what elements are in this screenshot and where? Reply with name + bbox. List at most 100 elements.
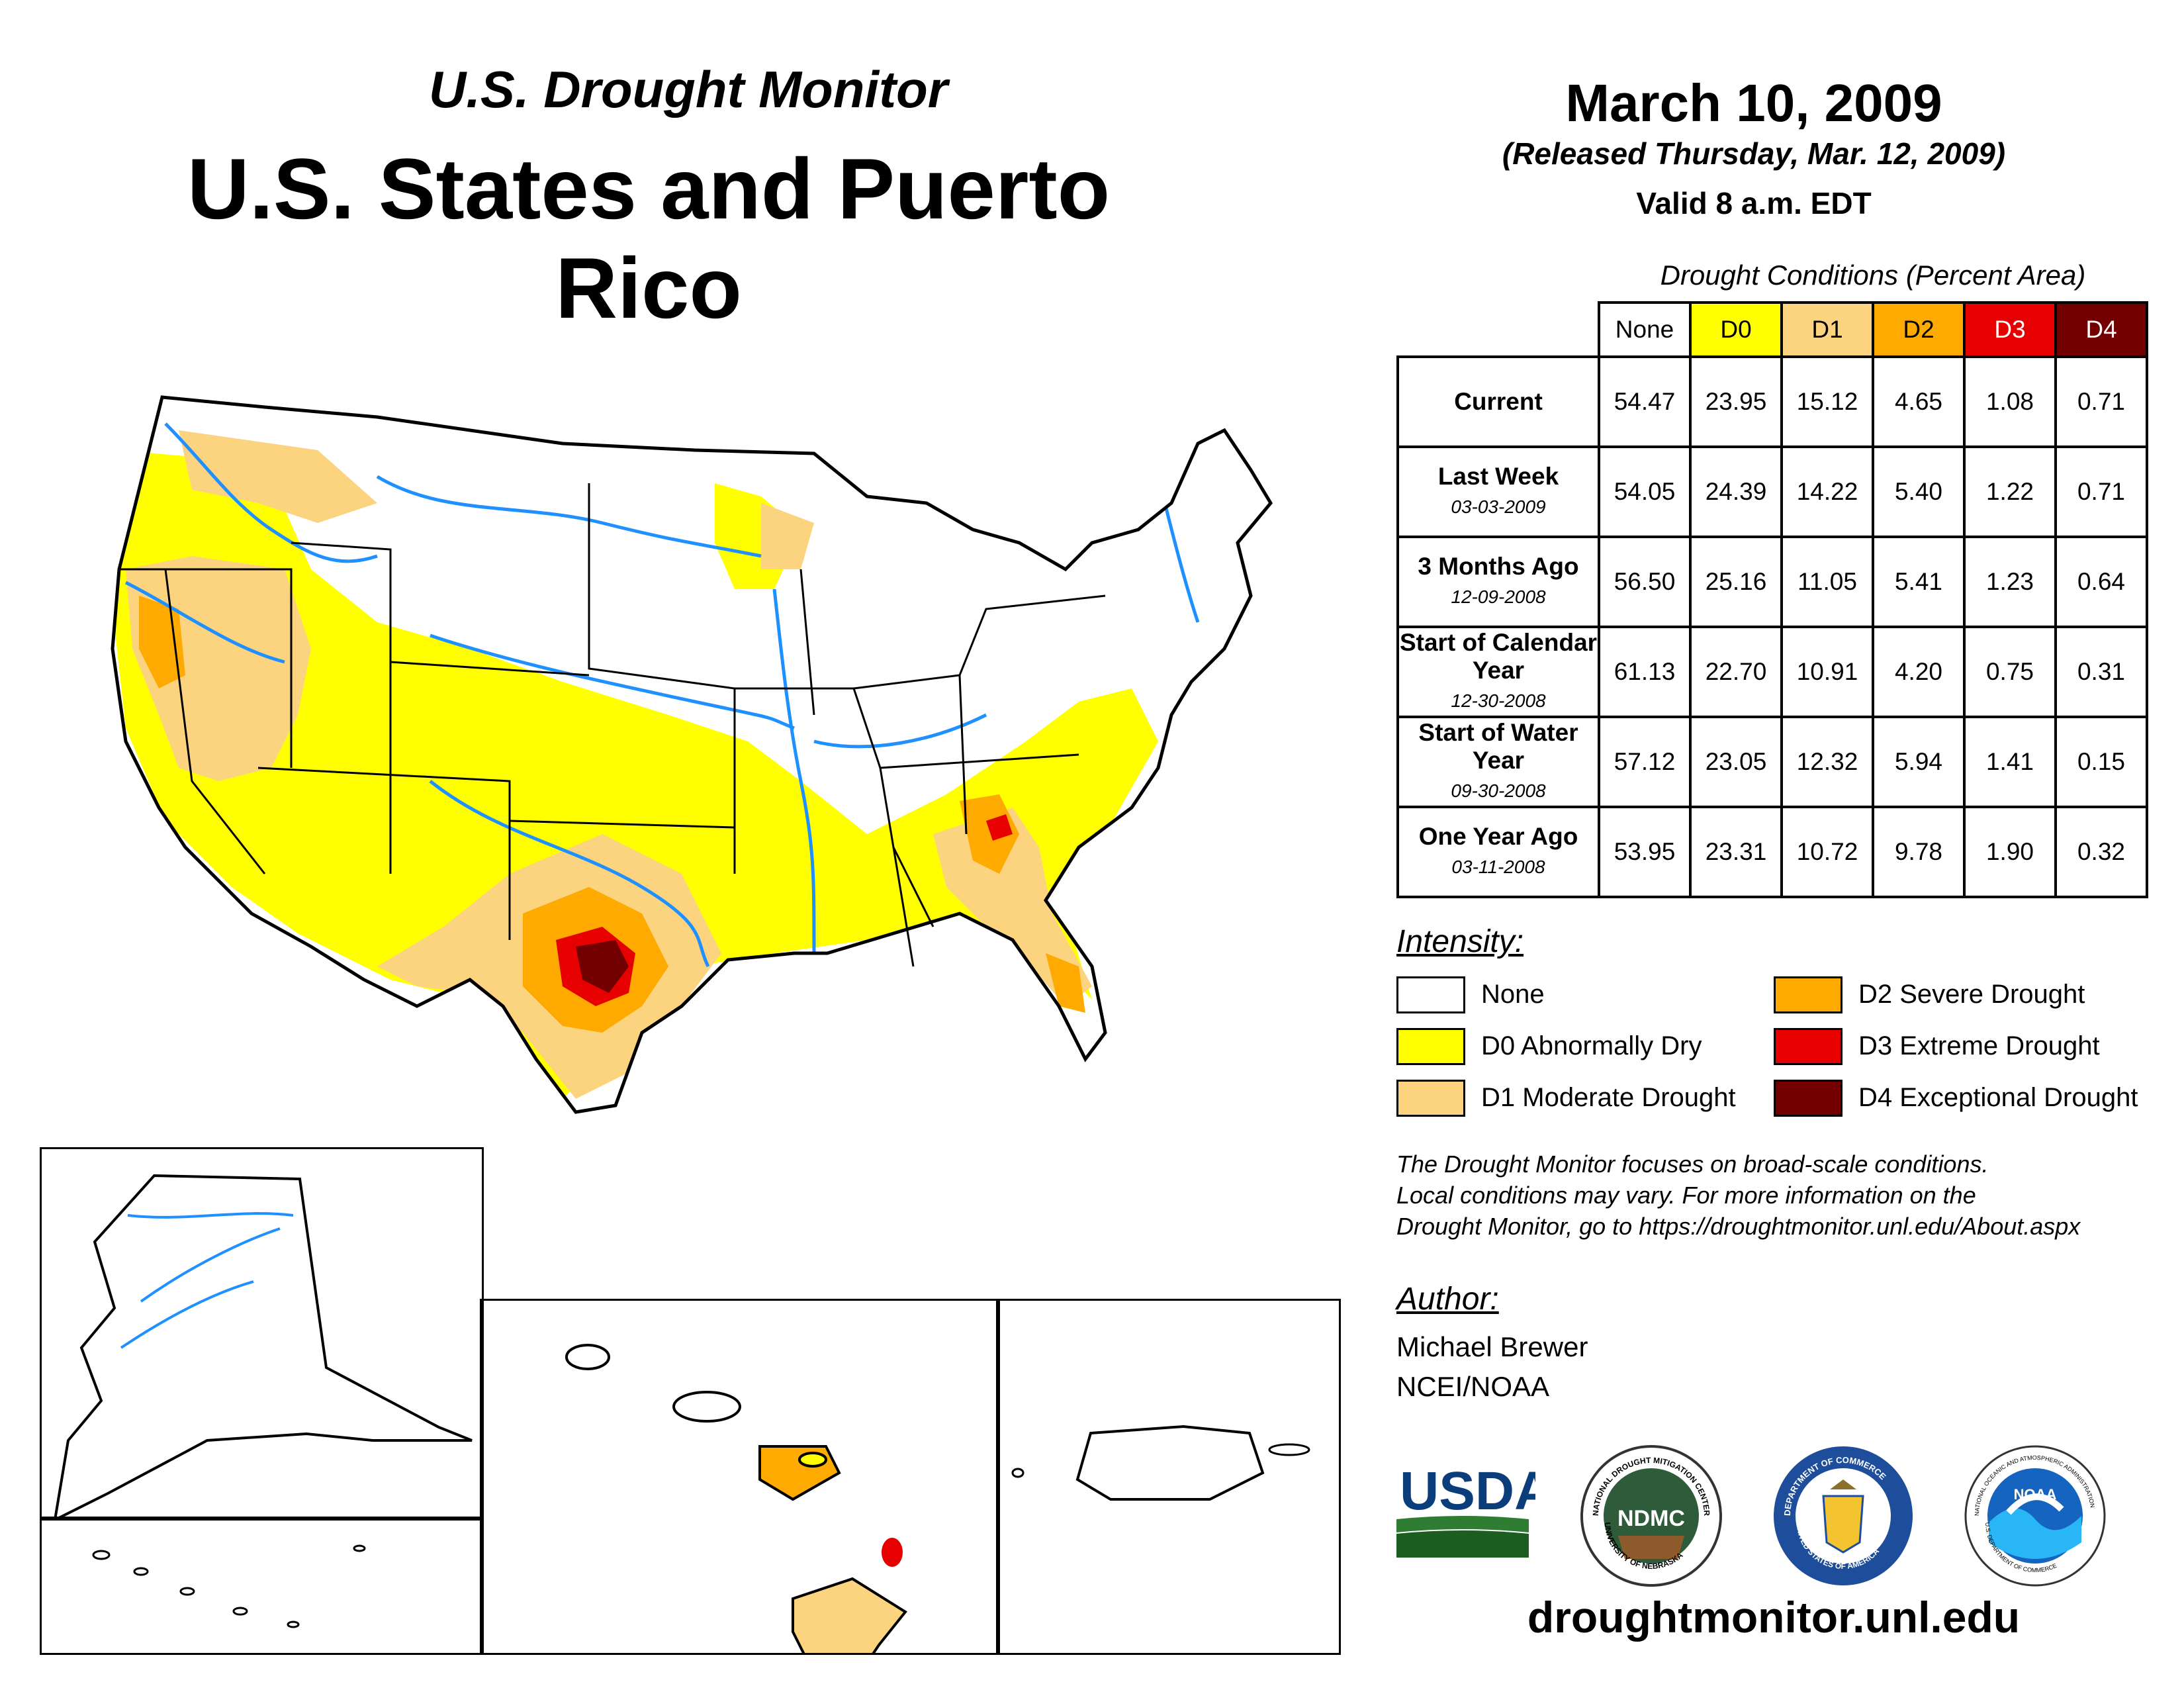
table-cell: 15.12 [1780, 355, 1874, 448]
table-cell: 24.39 [1689, 445, 1783, 538]
table-cell: 23.95 [1689, 355, 1783, 448]
table-header-row: None D0 D1 D2 D3 D4 [1398, 301, 2148, 358]
table-cell: 0.64 [2054, 536, 2148, 628]
table-cell: 14.22 [1780, 445, 1874, 538]
col-header-d1: D1 [1780, 301, 1874, 358]
table-caption: Drought Conditions (Percent Area) [1660, 259, 2086, 291]
row-label: Start of Water Year 09-30-2008 [1396, 716, 1600, 808]
aleutian-inset [40, 1517, 484, 1655]
legend-label-d3: D3 Extreme Drought [1858, 1031, 2100, 1060]
table-cell: 0.71 [2054, 445, 2148, 538]
table-cell: 0.31 [2054, 626, 2148, 718]
table-row: 3 Months Ago 12-09-2008 56.50 25.16 11.05 5.4… [1396, 536, 2148, 628]
author-name: Michael Brewer [1396, 1331, 1588, 1362]
author-org: NCEI/NOAA [1396, 1371, 1550, 1402]
legend-label-d2: D2 Severe Drought [1858, 980, 2085, 1009]
puerto-rico-inset [996, 1299, 1341, 1655]
legend-label-d0: D0 Abnormally Dry [1481, 1031, 1702, 1060]
table-cell: 1.23 [1963, 536, 2057, 628]
table-cell: 12.32 [1780, 716, 1874, 808]
table-cell: 5.40 [1872, 445, 1966, 538]
table-row: Current 54.47 23.95 15.12 4.65 1.08 0.71 [1396, 355, 2148, 448]
legend-swatch-d2 [1774, 976, 1843, 1013]
table-cell: 22.70 [1689, 626, 1783, 718]
drought-conditions-table: None D0 D1 D2 D3 D4 Current 54.47 23.95 15.… [1396, 301, 2148, 898]
intensity-legend: None D0 Abnormally Dry D1 Moderate Droug… [1396, 976, 2158, 1129]
disclaimer-note: The Drought Monitor focuses on broad-sca… [1396, 1149, 2177, 1242]
hawaii-inset [480, 1299, 1000, 1687]
table-cell: 56.50 [1598, 536, 1692, 628]
legend-label-none: None [1481, 980, 1545, 1009]
col-header-none: None [1598, 301, 1692, 358]
ndmc-logo: NDMC NATIONAL DROUGHT MITIGATION CENTER … [1580, 1445, 1722, 1587]
table-cell: 23.31 [1689, 806, 1783, 898]
row-date: 03-11-2008 [1451, 857, 1545, 877]
commerce-logo: DEPARTMENT OF COMMERCE UNITED STATES OF … [1774, 1446, 1913, 1585]
usda-logo: USDA [1396, 1461, 1535, 1558]
table-cell: 0.71 [2054, 355, 2148, 448]
row-label: Last Week 03-03-2009 [1396, 445, 1600, 538]
row-date: 09-30-2008 [1451, 780, 1546, 801]
row-label: 3 Months Ago 12-09-2008 [1396, 536, 1600, 628]
valid-time: Valid 8 a.m. EDT [1636, 186, 1872, 220]
table-cell: 61.13 [1598, 626, 1692, 718]
table-cell: 54.05 [1598, 445, 1692, 538]
table-row: Last Week 03-03-2009 54.05 24.39 14.22 5.40 1.… [1396, 445, 2148, 538]
map-date: March 10, 2009 [1565, 73, 1942, 132]
table-cell: 54.47 [1598, 355, 1692, 448]
row-date: 12-09-2008 [1451, 586, 1546, 607]
row-date: 12-30-2008 [1451, 690, 1546, 711]
col-header-d3: D3 [1963, 301, 2057, 358]
table-row: Start of Calendar Year 12-30-2008 61.13 22.… [1396, 626, 2148, 718]
release-date: (Released Thursday, Mar. 12, 2009) [1502, 136, 2006, 171]
table-cell: 10.72 [1780, 806, 1874, 898]
about-link[interactable]: Drought Monitor, go to https://droughtmo… [1396, 1213, 2081, 1240]
table-cell: 1.22 [1963, 445, 2057, 538]
table-cell: 0.15 [2054, 716, 2148, 808]
conus-drought-map [111, 395, 1273, 1114]
table-cell: 9.78 [1872, 806, 1966, 898]
table-cell: 5.94 [1872, 716, 1966, 808]
col-header-d2: D2 [1872, 301, 1966, 358]
svg-text:NDMC: NDMC [1617, 1506, 1685, 1531]
map-subtitle: U.S. Drought Monitor [428, 60, 948, 118]
table-cell: 23.05 [1689, 716, 1783, 808]
legend-label-d4: D4 Exceptional Drought [1858, 1083, 2138, 1112]
legend-swatch-d4 [1774, 1080, 1843, 1117]
website-url[interactable]: droughtmonitor.unl.edu [1527, 1593, 2021, 1642]
table-cell: 57.12 [1598, 716, 1692, 808]
table-cell: 25.16 [1689, 536, 1783, 628]
svg-text:USDA: USDA [1400, 1461, 1535, 1521]
author-block: Michael Brewer NCEI/NOAA [1396, 1327, 1588, 1407]
row-label: Current [1396, 355, 1600, 448]
legend-swatch-d3 [1774, 1028, 1843, 1065]
row-label: One Year Ago 03-11-2008 [1396, 806, 1600, 898]
table-cell: 5.41 [1872, 536, 1966, 628]
legend-swatch-d0 [1396, 1028, 1465, 1065]
table-cell: 10.91 [1780, 626, 1874, 718]
intensity-heading: Intensity: [1396, 924, 1524, 959]
table-row: Start of Water Year 09-30-2008 57.12 23.05 1… [1396, 716, 2148, 808]
table-cell: 4.20 [1872, 626, 1966, 718]
table-cell: 0.75 [1963, 626, 2057, 718]
table-cell: 4.65 [1872, 355, 1966, 448]
noaa-logo: NOAA NATIONAL OCEANIC AND ATMOSPHERIC AD… [1964, 1445, 2106, 1587]
table-cell: 1.41 [1963, 716, 2057, 808]
table-cell: 53.95 [1598, 806, 1692, 898]
map-title: U.S. States and Puerto Rico [187, 140, 1111, 336]
row-date: 03-03-2009 [1451, 496, 1546, 517]
legend-swatch-none [1396, 976, 1465, 1013]
author-heading: Author: [1396, 1282, 1499, 1317]
table-row: One Year Ago 03-11-2008 53.95 23.31 10.72 9.7… [1396, 806, 2148, 898]
legend-swatch-d1 [1396, 1080, 1465, 1117]
row-label: Start of Calendar Year 12-30-2008 [1396, 626, 1600, 718]
col-header-d0: D0 [1689, 301, 1783, 358]
col-header-d4: D4 [2054, 301, 2148, 358]
alaska-inset [40, 1147, 484, 1523]
table-cell: 1.90 [1963, 806, 2057, 898]
legend-label-d1: D1 Moderate Drought [1481, 1083, 1736, 1112]
table-cell: 1.08 [1963, 355, 2057, 448]
table-cell: 0.32 [2054, 806, 2148, 898]
svg-text:NOAA: NOAA [2014, 1486, 2057, 1503]
table-cell: 11.05 [1780, 536, 1874, 628]
